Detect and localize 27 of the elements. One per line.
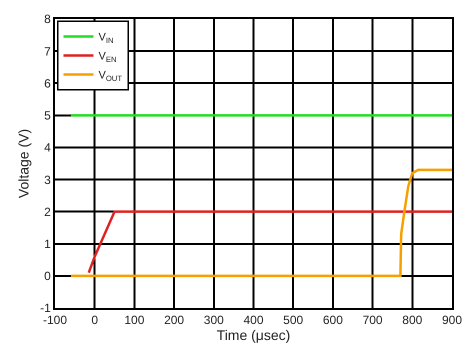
y-tick-label: 3 — [44, 172, 52, 187]
x-tick-label: 100 — [124, 313, 145, 328]
y-tick-label: 5 — [44, 108, 52, 123]
legend-label: V$_{IN}$ — [98, 32, 114, 46]
y-tick-label: 0 — [44, 269, 52, 284]
x-tick-label: 500 — [283, 313, 304, 328]
x-tick-label: 900 — [442, 313, 462, 328]
y-tick-label: 8 — [44, 12, 52, 26]
line-series — [70, 168, 452, 278]
y-tick-label: 2 — [44, 204, 52, 219]
y-tick-label: 1 — [44, 236, 52, 251]
legend-label: V$_{EN}$ — [98, 50, 117, 64]
y-tick-label: -1 — [40, 301, 52, 316]
x-tick-label: -100 — [42, 313, 68, 328]
x-axis-title: Time (μsec) — [216, 327, 290, 344]
x-tick-label: 700 — [362, 313, 383, 328]
y-axis-title: Voltage (V) — [15, 128, 32, 198]
x-tick-label: 0 — [91, 313, 98, 328]
x-tick-label: 200 — [164, 313, 184, 328]
x-tick-label: 400 — [243, 313, 264, 328]
x-tick-label: 600 — [322, 313, 344, 328]
legend-label: V$_{OUT}$ — [98, 70, 122, 84]
y-tick-label: 7 — [44, 44, 52, 58]
x-tick-label: 800 — [402, 313, 423, 328]
y-tick-label: 4 — [44, 140, 52, 155]
x-tick-label: 300 — [204, 313, 224, 328]
y-tick-label: 6 — [44, 76, 52, 90]
